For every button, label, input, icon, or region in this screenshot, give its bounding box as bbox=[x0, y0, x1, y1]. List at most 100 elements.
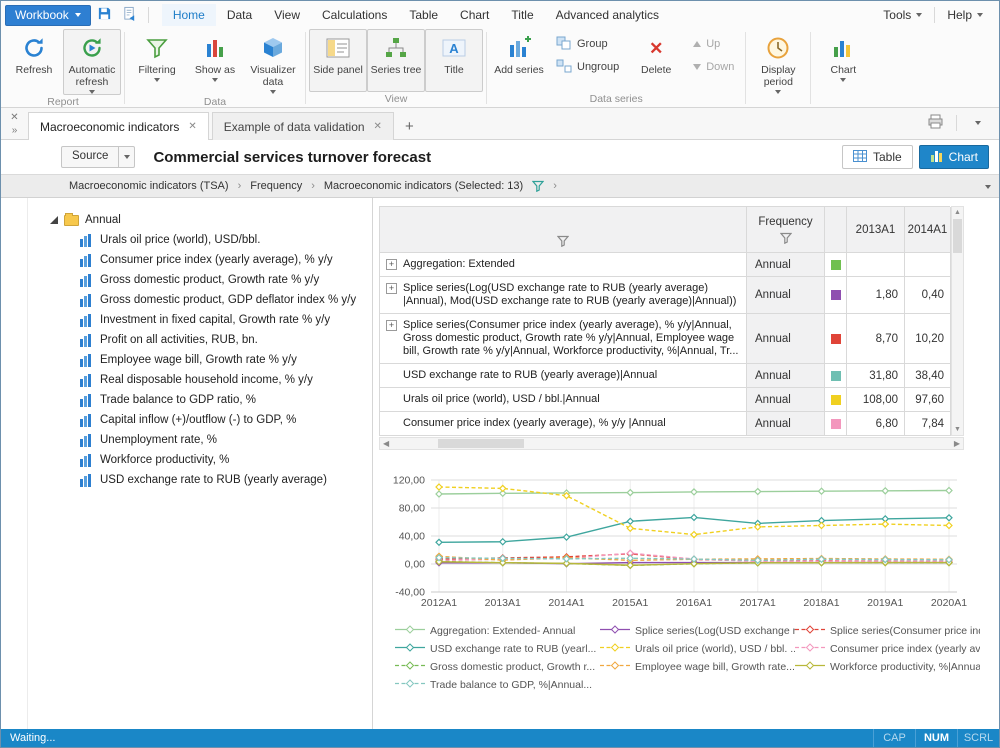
close-tab-icon[interactable]: ✕ bbox=[373, 121, 382, 132]
table-view-button[interactable]: Table bbox=[841, 145, 913, 169]
close-panel-icon[interactable]: ✕ bbox=[7, 112, 23, 123]
refresh-button[interactable]: Refresh bbox=[5, 29, 63, 95]
value-cell-2013a1[interactable] bbox=[847, 253, 905, 277]
ribbon-tab-view[interactable]: View bbox=[263, 4, 311, 26]
legend-item[interactable]: Trade balance to GDP, %|Annual... bbox=[395, 679, 600, 691]
tools-menu[interactable]: Tools bbox=[875, 8, 930, 22]
tree-item[interactable]: Gross domestic product, GDP deflator ind… bbox=[28, 290, 372, 310]
value-cell-2013a1[interactable]: 31,80 bbox=[847, 364, 905, 388]
group-button[interactable]: Group bbox=[548, 34, 627, 54]
value-cell-2014a1[interactable]: 7,84 bbox=[905, 412, 951, 436]
column-header-2014a1[interactable]: 2014A1 bbox=[905, 207, 951, 253]
legend-item[interactable]: Gross domestic product, Growth r... bbox=[395, 661, 600, 673]
legend-item[interactable]: Splice series(Consumer price inde... bbox=[795, 625, 980, 637]
show-as-button[interactable]: Show as bbox=[186, 29, 244, 95]
add-series-button[interactable]: Add series bbox=[490, 29, 548, 92]
tree-item[interactable]: Profit on all activities, RUB, bn. bbox=[28, 330, 372, 350]
tree-item[interactable]: Gross domestic product, Growth rate % y/… bbox=[28, 270, 372, 290]
print-button[interactable] bbox=[924, 112, 946, 133]
chart-ribbon-button[interactable]: Chart bbox=[814, 29, 872, 92]
move-down-button[interactable]: Down bbox=[685, 57, 742, 77]
legend-item[interactable]: Urals oil price (world), USD / bbl. ... bbox=[600, 643, 795, 655]
ribbon-tab-advanced-analytics[interactable]: Advanced analytics bbox=[545, 4, 670, 26]
table-row[interactable]: +USD exchange rate to RUB (yearly averag… bbox=[380, 364, 951, 388]
series-tree-button[interactable]: Series tree bbox=[367, 29, 425, 92]
ungroup-button[interactable]: Ungroup bbox=[548, 57, 627, 77]
ribbon-tab-calculations[interactable]: Calculations bbox=[311, 4, 398, 26]
expand-row-icon[interactable]: + bbox=[386, 283, 397, 294]
scroll-down-icon[interactable]: ▼ bbox=[954, 426, 961, 433]
table-row[interactable]: +Urals oil price (world), USD / bbl.|Ann… bbox=[380, 388, 951, 412]
value-cell-2014a1[interactable]: 97,60 bbox=[905, 388, 951, 412]
help-menu[interactable]: Help bbox=[939, 8, 991, 22]
column-header-name[interactable] bbox=[380, 207, 747, 253]
expand-panel-icon[interactable]: » bbox=[7, 125, 23, 136]
value-cell-2013a1[interactable]: 1,80 bbox=[847, 277, 905, 314]
scroll-right-icon[interactable]: ▶ bbox=[953, 439, 960, 448]
automatic-refresh-button[interactable]: Automatic refresh bbox=[63, 29, 121, 95]
close-tab-icon[interactable]: ✕ bbox=[188, 121, 197, 132]
new-tab-button[interactable]: + bbox=[397, 118, 422, 139]
tree-item[interactable]: Investment in fixed capital, Growth rate… bbox=[28, 310, 372, 330]
legend-item[interactable]: USD exchange rate to RUB (yearl... bbox=[395, 643, 600, 655]
tree-item[interactable]: Real disposable household income, % y/y bbox=[28, 370, 372, 390]
title-button[interactable]: A Title bbox=[425, 29, 483, 92]
tree-item[interactable]: Trade balance to GDP ratio, % bbox=[28, 390, 372, 410]
column-header-2013a1[interactable]: 2013A1 bbox=[847, 207, 905, 253]
legend-item[interactable]: Splice series(Log(USD exchange r... bbox=[600, 625, 795, 637]
ribbon-tab-home[interactable]: Home bbox=[161, 4, 216, 26]
scroll-up-icon[interactable]: ▲ bbox=[954, 209, 961, 216]
move-up-button[interactable]: Up bbox=[685, 34, 742, 54]
scroll-left-icon[interactable]: ◀ bbox=[383, 439, 390, 448]
horizontal-scrollbar[interactable]: ◀ ▶ bbox=[379, 437, 964, 450]
breadcrumb-item[interactable]: Frequency bbox=[250, 180, 303, 192]
expand-row-icon[interactable]: + bbox=[386, 320, 397, 331]
legend-item[interactable]: Employee wage bill, Growth rate... bbox=[600, 661, 795, 673]
table-row[interactable]: + Splice series(Consumer price index (yea… bbox=[380, 314, 951, 364]
tree-item[interactable]: Consumer price index (yearly average), %… bbox=[28, 250, 372, 270]
legend-item[interactable]: Consumer price index (yearly ave... bbox=[795, 643, 980, 655]
vertical-scrollbar[interactable]: ▲ ▼ bbox=[951, 206, 964, 436]
visualizer-data-button[interactable]: Visualizer data bbox=[244, 29, 302, 95]
breadcrumb-item[interactable]: Macroeconomic indicators (Selected: 13) bbox=[323, 180, 524, 192]
filtering-button[interactable]: Filtering bbox=[128, 29, 186, 95]
value-cell-2013a1[interactable]: 8,70 bbox=[847, 314, 905, 364]
save-button[interactable] bbox=[94, 5, 116, 26]
legend-item[interactable]: Aggregation: Extended- Annual bbox=[395, 625, 600, 637]
tree-item[interactable]: Employee wage bill, Growth rate % y/y bbox=[28, 350, 372, 370]
tree-item[interactable]: Capital inflow (+)/outflow (-) to GDP, % bbox=[28, 410, 372, 430]
tree-root-node[interactable]: Annual bbox=[28, 210, 372, 230]
tree-item[interactable]: Unemployment rate, % bbox=[28, 430, 372, 450]
ribbon-tab-chart[interactable]: Chart bbox=[449, 4, 500, 26]
expand-row-icon[interactable]: + bbox=[386, 259, 397, 270]
chart-view-button[interactable]: Chart bbox=[918, 145, 989, 169]
tree-expanded-icon[interactable] bbox=[50, 216, 58, 224]
table-row[interactable]: + Splice series(Log(USD exchange rate to … bbox=[380, 277, 951, 314]
document-tab-macroeconomic-indicators[interactable]: Macroeconomic indicators ✕ bbox=[28, 112, 209, 140]
legend-item[interactable]: Workforce productivity, %|Annua... bbox=[795, 661, 980, 673]
workbook-menu-button[interactable]: Workbook bbox=[5, 4, 91, 26]
ribbon-tab-title[interactable]: Title bbox=[500, 4, 544, 26]
document-tab-example-of-data-validation[interactable]: Example of data validation ✕ bbox=[211, 112, 394, 140]
ribbon-tab-table[interactable]: Table bbox=[398, 4, 449, 26]
export-report-button[interactable] bbox=[119, 5, 141, 26]
delete-button[interactable]: ✕ Delete bbox=[627, 29, 685, 92]
value-cell-2013a1[interactable]: 108,00 bbox=[847, 388, 905, 412]
tab-list-dropdown[interactable] bbox=[967, 112, 989, 133]
breadcrumb-dropdown[interactable] bbox=[985, 180, 991, 192]
source-dropdown[interactable]: Source bbox=[61, 146, 136, 168]
side-panel-button[interactable]: Side panel bbox=[309, 29, 367, 92]
tree-item[interactable]: Workforce productivity, % bbox=[28, 450, 372, 470]
tree-item[interactable]: USD exchange rate to RUB (yearly average… bbox=[28, 470, 372, 490]
scrollbar-thumb[interactable] bbox=[438, 439, 524, 448]
value-cell-2014a1[interactable] bbox=[905, 253, 951, 277]
column-header-frequency[interactable]: Frequency bbox=[747, 207, 825, 253]
tree-item[interactable]: Urals oil price (world), USD/bbl. bbox=[28, 230, 372, 250]
display-period-button[interactable]: Display period bbox=[749, 29, 807, 95]
table-row[interactable]: + Aggregation: Extended Annual bbox=[380, 253, 951, 277]
value-cell-2013a1[interactable]: 6,80 bbox=[847, 412, 905, 436]
ribbon-tab-data[interactable]: Data bbox=[216, 4, 263, 26]
table-row[interactable]: +Consumer price index (yearly average), … bbox=[380, 412, 951, 436]
breadcrumb-item[interactable]: Macroeconomic indicators (TSA) bbox=[69, 180, 229, 192]
value-cell-2014a1[interactable]: 10,20 bbox=[905, 314, 951, 364]
